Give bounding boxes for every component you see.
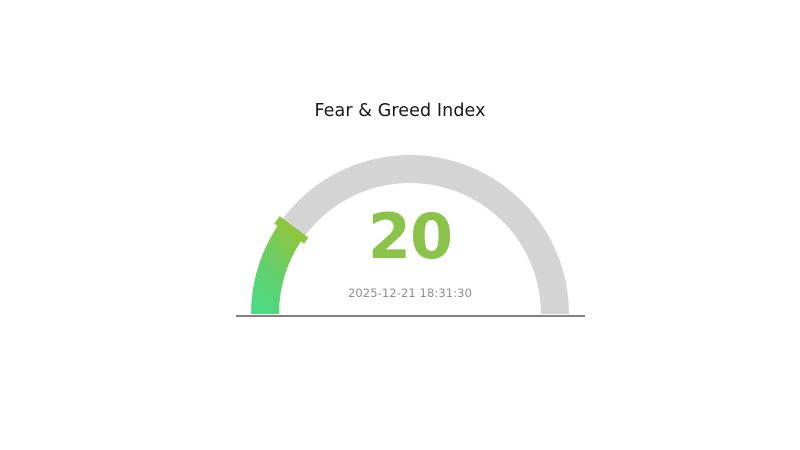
gauge-threshold-marker xyxy=(274,216,309,244)
gauge-title: Fear & Greed Index xyxy=(314,101,486,121)
gauge-value-readout: 20 xyxy=(367,200,453,273)
gauge-value-arc xyxy=(251,220,305,314)
gauge-track-arc xyxy=(281,155,569,314)
gauge-timestamp: 2025-12-21 18:31:30 xyxy=(347,286,473,300)
